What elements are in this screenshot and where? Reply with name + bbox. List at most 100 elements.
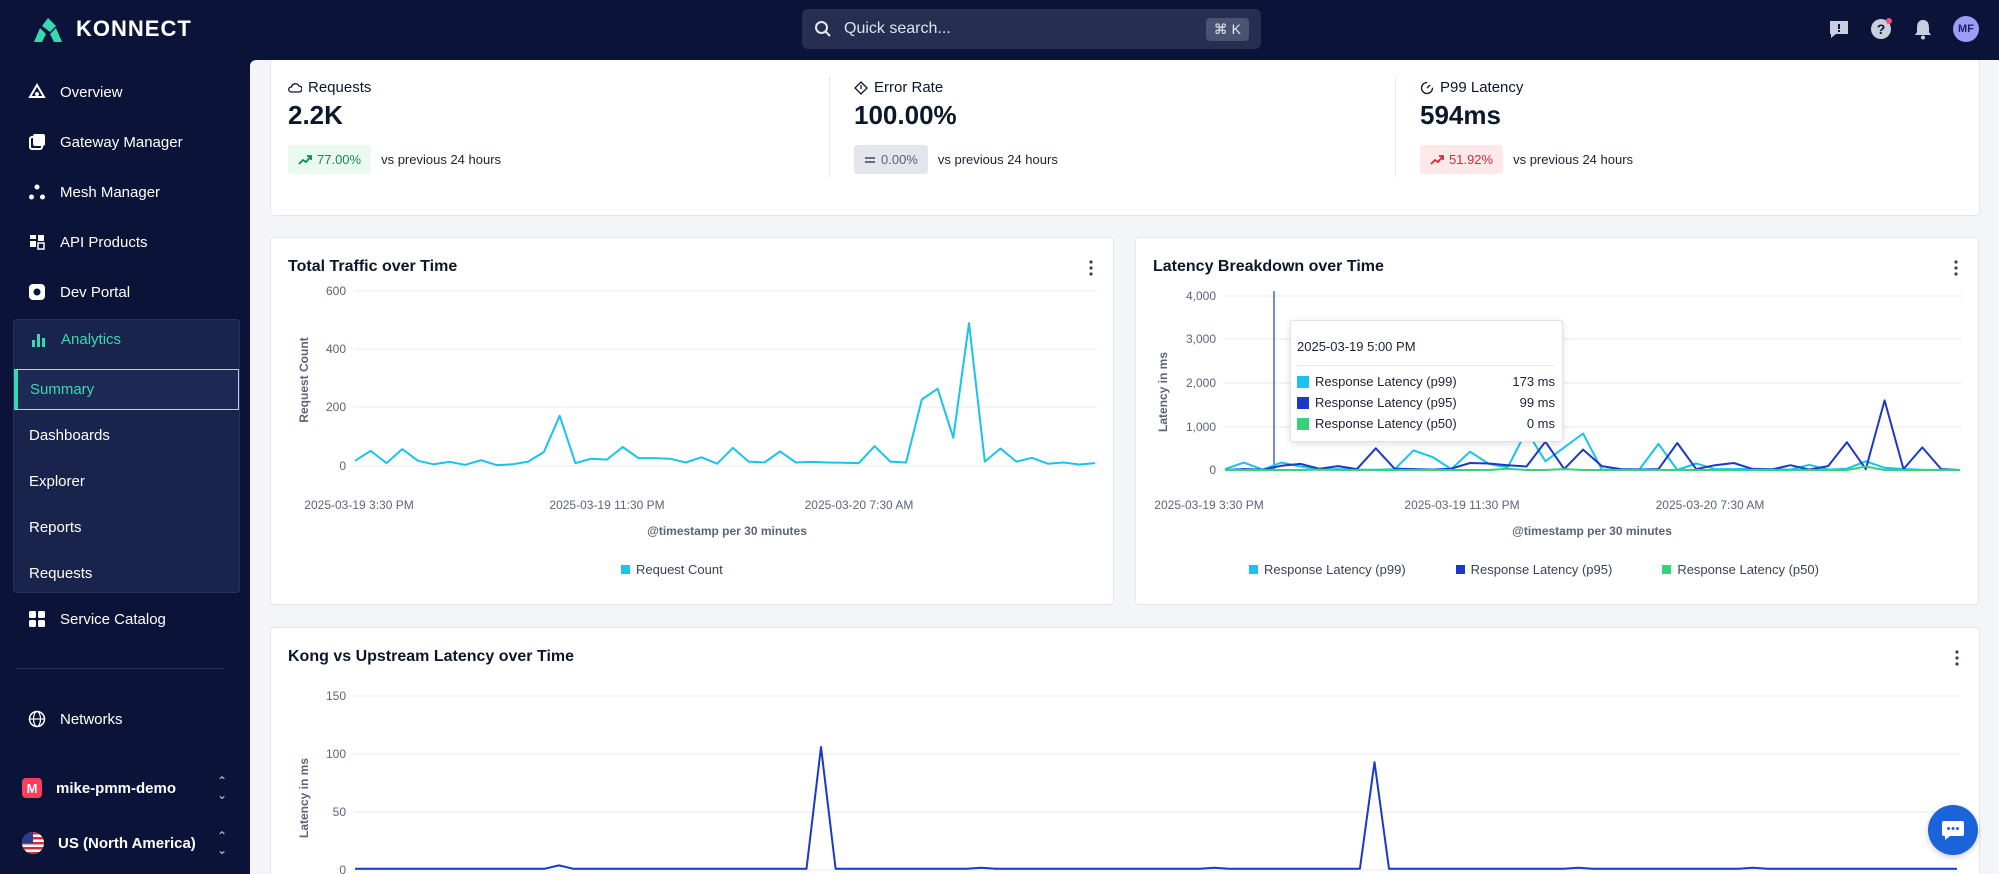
chat-support-button[interactable]	[1928, 805, 1978, 855]
y-tick: 0	[339, 863, 346, 874]
legend-swatch	[621, 565, 630, 574]
sidebar-item-dev-portal[interactable]: Dev Portal	[28, 283, 130, 301]
y-tick: 150	[326, 689, 346, 703]
y-tick: 0	[339, 459, 346, 473]
series-line-0[interactable]	[355, 746, 1957, 870]
traffic-chart: 600 400 200 0 2025-03-19 3:30 PM 2025-03…	[297, 284, 1097, 538]
sidebar-item-api-products[interactable]: API Products	[28, 233, 148, 251]
chart-legend: Request Count	[621, 562, 723, 577]
org-switcher[interactable]: M mike-pmm-demo ⌃ ⌄	[22, 774, 227, 802]
legend-swatch	[1455, 565, 1465, 574]
sidebar-item-networks[interactable]: Networks	[28, 710, 123, 728]
x-tick: 2025-03-19 11:30 PM	[1404, 498, 1519, 512]
sidebar-item-analytics[interactable]: Analytics	[31, 331, 121, 348]
analytics-section: Analytics Summary Dashboards Explorer Re…	[13, 319, 240, 593]
sidebar-item-label: Gateway Manager	[60, 133, 183, 151]
kebab-menu-icon[interactable]	[1089, 260, 1093, 276]
metric-p99-latency: P99 Latency 594ms 51.92% vs previous 24 …	[1420, 79, 1960, 174]
notifications-bell-icon[interactable]	[1911, 17, 1935, 41]
chart-title: Latency Breakdown over Time	[1153, 258, 1384, 275]
sidebar-subitem-explorer[interactable]: Explorer	[29, 473, 85, 490]
legend-item[interactable]: Request Count	[621, 562, 723, 577]
series-line-0[interactable]	[354, 322, 1096, 467]
kong-chart: 150 100 50 0 Latency in ms	[297, 689, 1959, 874]
x-tick: 2025-03-20 7:30 AM	[805, 498, 914, 512]
latency-chart: 4,000 3,000 2,000 1,000 0 2025-03-19 3:3…	[1154, 289, 1962, 538]
sidebar-item-gateway-manager[interactable]: Gateway Manager	[28, 133, 183, 151]
y-tick: 2,000	[1186, 376, 1216, 390]
x-axis-label: @timestamp per 30 minutes	[647, 524, 807, 538]
konnect-logo[interactable]: KONNECT	[30, 14, 192, 44]
metric-value: 594ms	[1420, 100, 1501, 130]
sidebar-item-label: Mesh Manager	[60, 183, 161, 201]
sidebar-item-label: Service Catalog	[60, 610, 166, 628]
tooltip-swatch	[1297, 417, 1309, 430]
summary-label: Summary	[30, 381, 95, 398]
region-name: US (North America)	[58, 834, 196, 852]
search-placeholder: Quick search...	[844, 20, 951, 37]
user-avatar[interactable]: MF	[1953, 16, 1979, 42]
tooltip-row: Response Latency (p50) 0 ms	[1297, 416, 1555, 431]
series-line-1[interactable]	[1224, 399, 1961, 471]
sidebar-subitem-reports[interactable]: Reports	[29, 519, 82, 536]
api-products-icon	[30, 235, 45, 250]
sidebar-subitem-requests[interactable]: Requests	[29, 565, 93, 582]
sidebar-item-label: API Products	[60, 233, 148, 251]
chat-bubble-icon	[1942, 821, 1964, 840]
kebab-menu-icon[interactable]	[1954, 260, 1958, 276]
y-tick: 200	[326, 400, 346, 414]
compare-text: vs previous 24 hours	[937, 152, 1058, 167]
tooltip-swatch	[1297, 375, 1309, 388]
trend-up-icon	[298, 154, 312, 165]
sidebar-item-mesh-manager[interactable]: Mesh Manager	[28, 183, 160, 201]
x-tick: 2025-03-19 3:30 PM	[304, 498, 413, 512]
chart-title: Total Traffic over Time	[288, 258, 458, 275]
sidebar-subitem-summary[interactable]: Summary	[14, 369, 239, 410]
tooltip-row: Response Latency (p99) 173 ms	[1297, 374, 1555, 389]
chevron-updown-icon: ⌃ ⌄	[216, 774, 227, 802]
feedback-icon[interactable]	[1827, 17, 1851, 41]
legend-item[interactable]: Response Latency (p99)	[1249, 562, 1406, 577]
x-tick: 2025-03-19 3:30 PM	[1154, 498, 1263, 512]
compare-text: vs previous 24 hours	[1513, 152, 1634, 167]
metric-separator	[829, 77, 830, 177]
y-tick: 600	[326, 284, 346, 298]
region-switcher[interactable]: US (North America) ⌃ ⌄	[22, 829, 227, 857]
tooltip-title: 2025-03-19 5:00 PM	[1297, 339, 1416, 354]
series-line-2[interactable]	[1225, 465, 1960, 471]
metric-separator	[1395, 77, 1396, 177]
svg-text:?: ?	[1877, 21, 1886, 37]
x-tick: 2025-03-20 7:30 AM	[1656, 498, 1765, 512]
metric-requests: Requests 2.2K 77.00% vs previous 24 hour…	[288, 79, 828, 174]
dev-portal-icon	[29, 284, 45, 300]
metric-label: P99 Latency	[1440, 79, 1524, 96]
metric-label: Requests	[308, 79, 372, 96]
top-bar: KONNECT Quick search... ⌘ K ? MF	[0, 0, 1999, 60]
legend-item[interactable]: Response Latency (p50)	[1662, 562, 1819, 577]
tooltip-swatch	[1297, 396, 1309, 409]
sidebar: Overview Gateway Manager Mesh Manager AP…	[0, 60, 250, 874]
y-tick: 1,000	[1186, 420, 1216, 434]
help-icon[interactable]: ?	[1869, 17, 1893, 41]
y-axis-label: Latency in ms	[1156, 352, 1170, 432]
kebab-menu-icon[interactable]	[1955, 650, 1959, 666]
konnect-logo-icon	[34, 18, 62, 42]
chart-tooltip: 2025-03-19 5:00 PM Response Latency (p99…	[1290, 320, 1563, 442]
metric-value: 100.00%	[854, 100, 957, 130]
y-axis-label: Latency in ms	[297, 758, 311, 838]
sidebar-item-service-catalog[interactable]: Service Catalog	[28, 610, 166, 628]
sidebar-item-overview[interactable]: Overview	[28, 83, 123, 101]
y-tick: 400	[326, 342, 346, 356]
legend-item[interactable]: Response Latency (p95)	[1455, 562, 1612, 577]
metric-value: 2.2K	[288, 100, 343, 130]
quick-search[interactable]: Quick search... ⌘ K	[802, 9, 1261, 49]
sidebar-item-label: Overview	[60, 83, 123, 101]
y-tick: 50	[333, 805, 347, 819]
change-badge: 77.00%	[288, 145, 372, 174]
cloud-icon	[288, 82, 302, 93]
metric-error-rate: Error Rate 100.00% 0.00% vs previous 24 …	[854, 79, 1394, 174]
sidebar-item-label: Networks	[60, 710, 123, 728]
sidebar-subitem-dashboards[interactable]: Dashboards	[29, 427, 110, 444]
y-tick: 3,000	[1186, 332, 1216, 346]
trend-up-icon	[1430, 154, 1444, 165]
